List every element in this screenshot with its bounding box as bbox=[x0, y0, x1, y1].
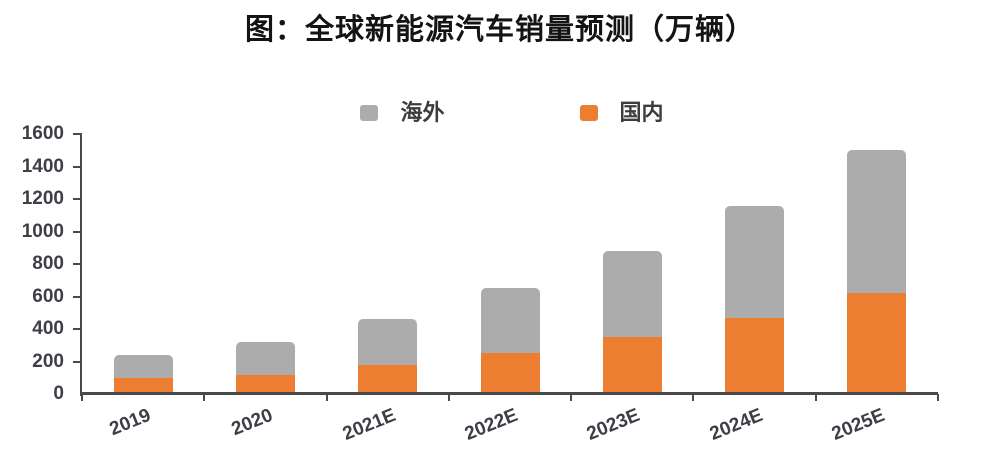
y-tick-mark bbox=[73, 263, 82, 265]
y-tick-label: 1200 bbox=[21, 188, 64, 209]
bar-segment bbox=[602, 251, 662, 338]
x-tick-label: 2023E bbox=[584, 404, 644, 445]
y-tick-mark bbox=[73, 165, 82, 168]
legend-item: 海外 bbox=[360, 100, 445, 125]
y-tick-mark bbox=[73, 198, 82, 200]
bar-segment bbox=[358, 364, 418, 394]
bar-segment bbox=[480, 353, 540, 394]
bar-segment bbox=[480, 288, 540, 354]
y-tick-label: 200 bbox=[32, 350, 64, 372]
legend-label: 海外 bbox=[400, 100, 445, 125]
y-tick-label: 0 bbox=[53, 383, 64, 404]
x-tick-mark bbox=[814, 394, 817, 401]
x-tick-mark bbox=[325, 394, 328, 401]
x-tick-mark bbox=[81, 394, 83, 401]
bar-segment bbox=[602, 337, 662, 394]
legend-item: 国内 bbox=[579, 100, 664, 125]
x-tick-label: 2020 bbox=[229, 404, 277, 441]
y-tick-label: 1400 bbox=[21, 155, 64, 177]
y-tick-label: 1600 bbox=[21, 123, 64, 144]
bar-segment bbox=[358, 319, 418, 365]
x-tick-label: 2022E bbox=[461, 404, 521, 445]
legend-label: 国内 bbox=[619, 100, 664, 125]
bar-segment bbox=[725, 317, 785, 394]
legend-swatch-icon bbox=[360, 105, 379, 121]
y-tick-label: 1000 bbox=[21, 220, 64, 242]
x-tick-label: 2024E bbox=[706, 404, 766, 445]
y-tick-label: 800 bbox=[32, 253, 64, 274]
y-tick-mark bbox=[73, 328, 82, 330]
bar-segment bbox=[725, 205, 785, 318]
bar-segment bbox=[235, 342, 295, 375]
y-tick-label: 400 bbox=[32, 318, 64, 339]
x-axis-line bbox=[80, 392, 938, 395]
y-tick-mark bbox=[73, 295, 82, 298]
x-tick-mark bbox=[447, 394, 450, 401]
x-tick-mark bbox=[570, 394, 573, 401]
legend-swatch-icon bbox=[579, 105, 598, 121]
x-tick-mark bbox=[937, 394, 939, 401]
bar-segment bbox=[847, 150, 907, 294]
y-tick-mark bbox=[73, 360, 82, 363]
bar-segment bbox=[113, 355, 173, 378]
bar-segment bbox=[113, 377, 173, 394]
x-tick-label: 2021E bbox=[339, 404, 399, 445]
y-tick-label: 600 bbox=[32, 285, 64, 307]
x-tick-label: 2019 bbox=[106, 404, 154, 441]
x-tick-mark bbox=[203, 394, 206, 401]
bar-segment bbox=[847, 293, 907, 394]
y-tick-mark bbox=[73, 230, 82, 233]
x-tick-mark bbox=[692, 394, 695, 401]
y-axis-line bbox=[80, 134, 82, 396]
bar-segment bbox=[235, 374, 295, 394]
chart-legend: 海外 国内 bbox=[12, 100, 1000, 125]
x-tick-label: 2025E bbox=[828, 404, 888, 445]
chart-title: 图：全球新能源汽车销量预测（万辆） bbox=[244, 14, 755, 46]
y-tick-mark bbox=[73, 133, 82, 135]
